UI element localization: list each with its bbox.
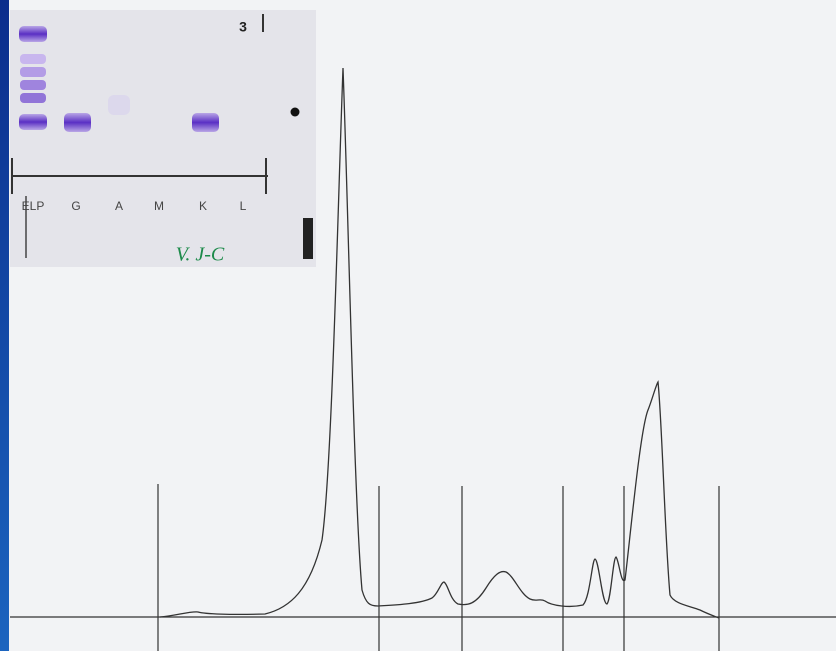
gel-number: 3 bbox=[239, 19, 247, 35]
ladder-band bbox=[19, 26, 47, 42]
lane-label: M bbox=[154, 199, 164, 213]
lane-label: K bbox=[199, 199, 207, 213]
lane-label: ELP bbox=[22, 199, 45, 213]
handwriting: V. J-C bbox=[176, 244, 225, 266]
page: {"gel": {"number": "3", "lanes": ["ELP",… bbox=[0, 0, 836, 651]
ladder-band bbox=[20, 67, 46, 77]
lane-label: A bbox=[115, 199, 123, 213]
scan: 3 ELP G A M K L V. J-C bbox=[0, 0, 836, 651]
lane-label: G bbox=[71, 199, 80, 213]
ladder-band bbox=[20, 54, 46, 64]
marker-dot bbox=[291, 108, 300, 117]
gel-background bbox=[10, 10, 316, 267]
gel-band bbox=[108, 95, 130, 115]
gel-inset: 3 ELP G A M K L V. J-C bbox=[10, 10, 316, 267]
lane-label: L bbox=[240, 199, 247, 213]
ladder-band bbox=[20, 93, 46, 103]
gel-band bbox=[64, 113, 91, 132]
gel-band bbox=[192, 113, 219, 132]
ladder-band bbox=[19, 114, 47, 130]
gel-bar bbox=[303, 218, 313, 259]
ladder-band bbox=[20, 80, 46, 90]
